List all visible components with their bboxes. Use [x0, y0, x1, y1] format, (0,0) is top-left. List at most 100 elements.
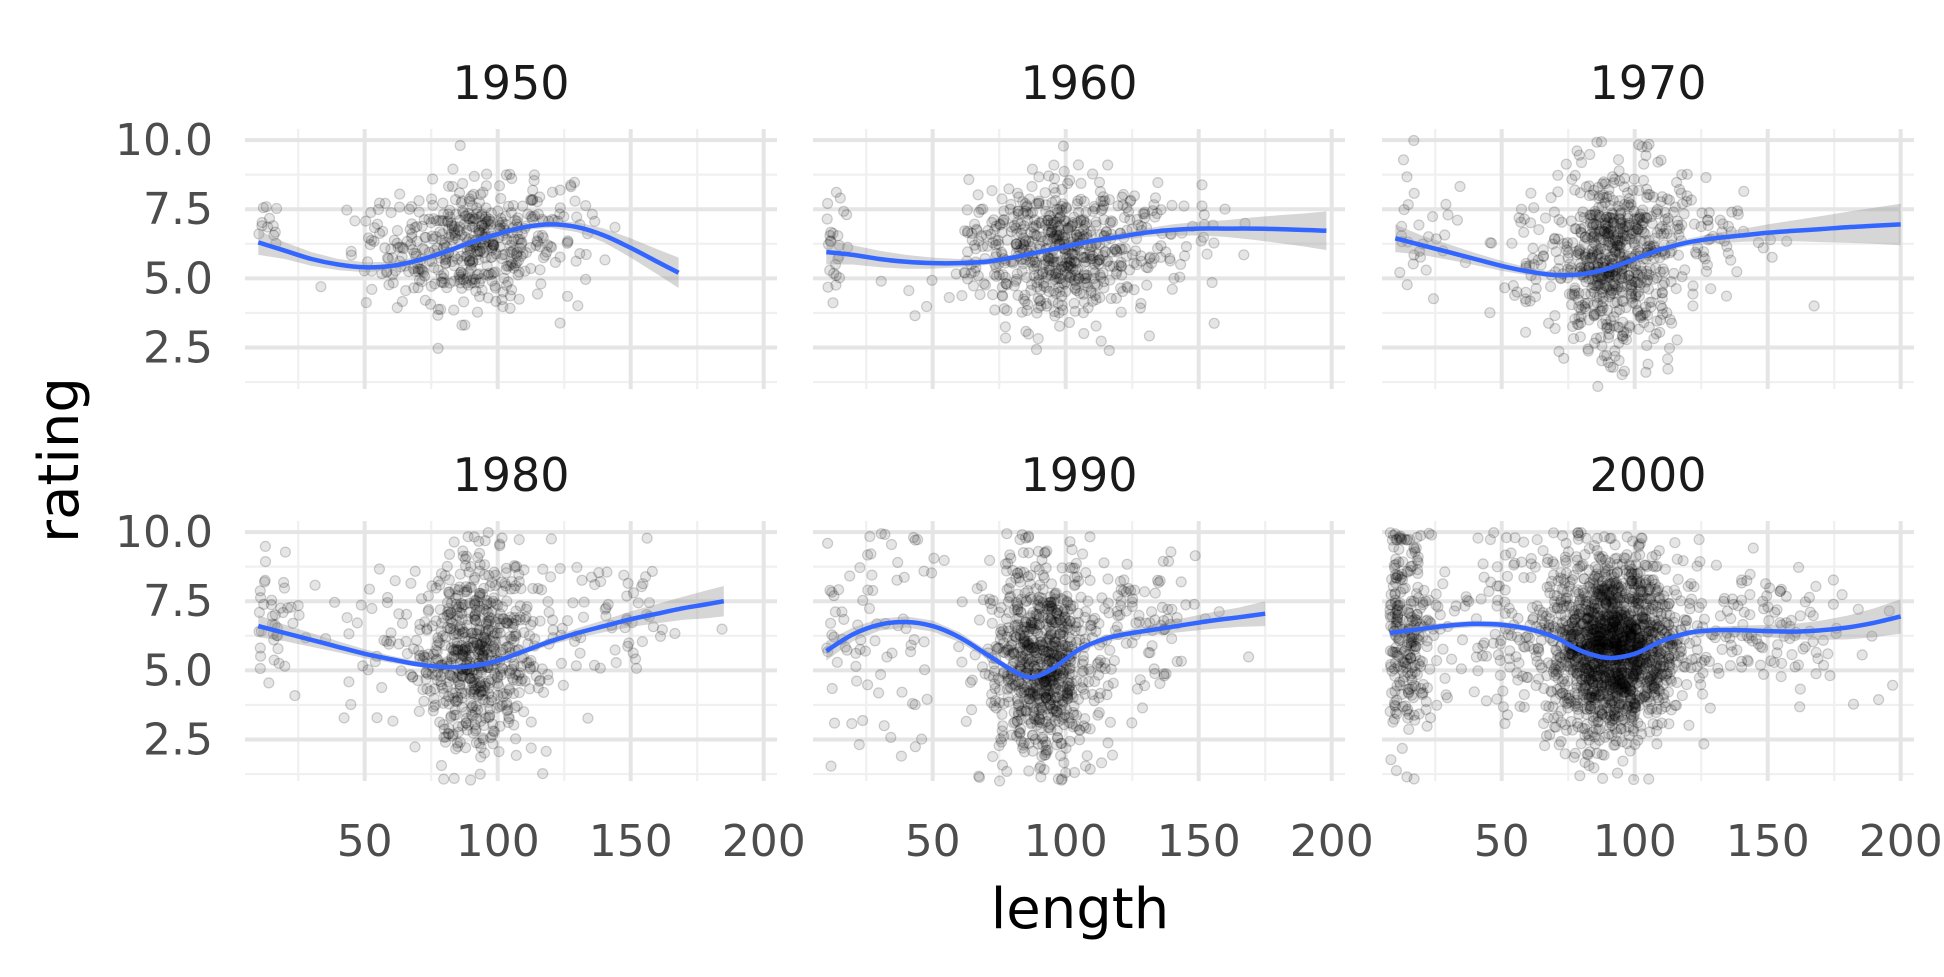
data-point [1627, 280, 1637, 290]
data-point [581, 201, 591, 211]
data-point [1562, 242, 1572, 252]
data-point [1722, 241, 1732, 251]
data-point [1019, 687, 1029, 697]
data-point [1402, 280, 1412, 290]
data-point [446, 218, 456, 228]
data-point [637, 637, 647, 647]
data-point [1082, 229, 1092, 239]
data-point [339, 713, 349, 723]
data-point [1067, 670, 1077, 680]
data-point [433, 675, 443, 685]
data-point [1671, 284, 1681, 294]
facet-strip-label: 1980 [452, 448, 569, 502]
x-tick-label: 150 [1157, 816, 1241, 867]
data-point [380, 243, 390, 253]
data-point [1075, 735, 1085, 745]
data-point [505, 291, 515, 301]
data-point [470, 629, 480, 639]
data-point [475, 640, 485, 650]
facet-panel-1960: 1960 [813, 56, 1345, 389]
data-point [995, 634, 1005, 644]
data-point [555, 564, 565, 574]
data-point [1199, 210, 1209, 220]
data-point [1147, 607, 1157, 617]
data-point [1036, 285, 1046, 295]
data-point [1033, 739, 1043, 749]
data-point [419, 245, 429, 255]
data-point [1097, 593, 1107, 603]
data-point [1528, 243, 1538, 253]
data-point [468, 274, 478, 284]
data-point [906, 647, 916, 657]
data-point [920, 665, 930, 675]
data-point [1058, 671, 1068, 681]
data-point [610, 645, 620, 655]
data-point [392, 238, 402, 248]
data-point [1665, 343, 1675, 353]
data-point [867, 570, 877, 580]
data-point [1070, 768, 1080, 778]
data-point [541, 746, 551, 756]
data-point [1025, 624, 1035, 634]
data-point [1553, 170, 1563, 180]
data-point [1068, 264, 1078, 274]
data-point [1534, 225, 1544, 235]
data-point [1058, 682, 1068, 692]
data-point [1028, 730, 1038, 740]
data-point [858, 595, 868, 605]
data-point [962, 205, 972, 215]
data-point [1057, 563, 1067, 573]
data-point [1452, 215, 1462, 225]
data-point [498, 664, 508, 674]
data-point [1078, 684, 1088, 694]
data-point [988, 238, 998, 248]
y-tick-label: 2.5 [143, 715, 213, 766]
data-point [462, 713, 472, 723]
data-point [1079, 666, 1089, 676]
data-point [1056, 594, 1066, 604]
data-point [1455, 182, 1465, 192]
data-point [455, 569, 465, 579]
data-point [1209, 238, 1219, 248]
data-point [558, 680, 568, 690]
facet-strip-label: 2000 [1589, 448, 1706, 502]
data-point [1059, 720, 1069, 730]
data-point [963, 274, 973, 284]
data-point [1634, 324, 1644, 334]
data-point [826, 761, 836, 771]
data-point [1059, 141, 1069, 151]
y-tick-label: 5.0 [143, 253, 213, 304]
data-point [865, 604, 875, 614]
data-point [1116, 307, 1126, 317]
data-point [330, 597, 340, 607]
data-point [280, 547, 290, 557]
data-point [1399, 155, 1409, 165]
data-point [1557, 217, 1567, 227]
data-point [482, 169, 492, 179]
data-point [1070, 306, 1080, 316]
data-point [1149, 664, 1159, 674]
x-tick-label: 100 [456, 816, 540, 867]
data-point [1631, 299, 1641, 309]
data-point [987, 618, 997, 628]
data-point [1018, 548, 1028, 558]
data-point [973, 190, 983, 200]
data-point [1706, 284, 1716, 294]
data-point [514, 535, 524, 545]
data-point [1022, 706, 1032, 716]
data-point [472, 203, 482, 213]
data-point [1109, 261, 1119, 271]
data-point [1105, 645, 1115, 655]
data-point [1104, 608, 1114, 618]
data-point [979, 279, 989, 289]
y-tick-label: 7.5 [143, 576, 213, 627]
data-point [279, 578, 289, 588]
data-point [509, 720, 519, 730]
data-point [489, 727, 499, 737]
data-point [449, 305, 459, 315]
data-point [830, 607, 840, 617]
data-point [1109, 656, 1119, 666]
data-point [428, 174, 438, 184]
data-point [851, 661, 861, 671]
data-point [1132, 215, 1142, 225]
